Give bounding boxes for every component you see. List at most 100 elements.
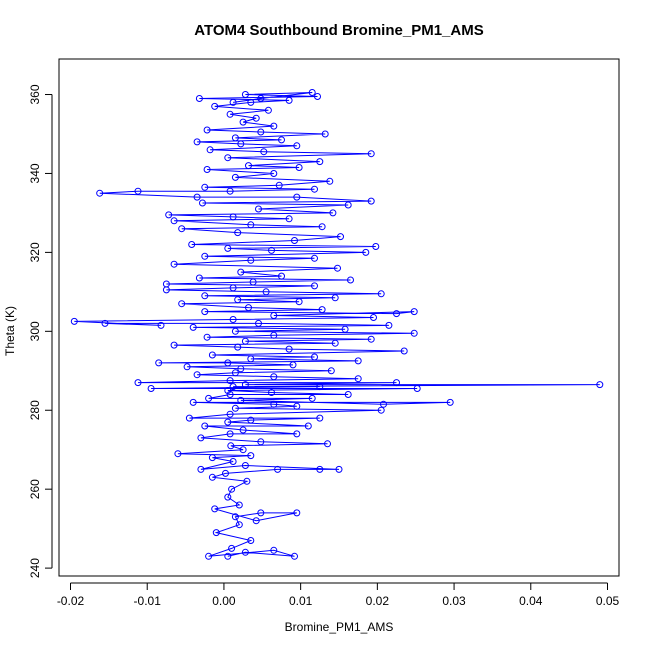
data-point: [413, 385, 421, 392]
data-point: [101, 319, 109, 327]
y-tick-label: 260: [28, 479, 42, 499]
data-point: [337, 233, 344, 241]
data-point: [326, 177, 334, 185]
data-point: [262, 288, 270, 296]
data-point: [224, 244, 232, 252]
data-point: [245, 162, 252, 170]
data-point: [311, 353, 318, 361]
data-point: [293, 509, 301, 517]
data-point: [226, 110, 234, 118]
data-point: [178, 225, 186, 233]
data-point: [308, 394, 316, 402]
data-point: [197, 465, 205, 473]
data-point: [347, 276, 354, 284]
data-point: [354, 375, 362, 383]
data-point: [241, 381, 249, 389]
data-point: [201, 252, 209, 260]
y-tick-label: 360: [28, 84, 42, 104]
data-point: [255, 319, 262, 327]
data-layer: [70, 89, 604, 560]
data-point: [278, 272, 285, 280]
data-point: [257, 95, 265, 102]
data-point: [205, 552, 213, 560]
data-point: [178, 300, 186, 308]
x-tick-label: -0.01: [134, 594, 162, 608]
data-point: [234, 343, 242, 351]
data-point: [155, 359, 163, 367]
data-point: [234, 229, 242, 237]
data-point: [174, 450, 182, 458]
data-point: [278, 136, 285, 144]
data-point: [197, 434, 205, 442]
data-point: [241, 462, 249, 469]
data-point: [400, 347, 408, 355]
data-point: [372, 243, 380, 250]
data-point: [208, 454, 216, 462]
plot-frame: [58, 58, 620, 577]
data-point: [270, 331, 278, 339]
x-tick-label: 0.02: [366, 594, 390, 608]
data-point: [70, 317, 78, 325]
data-point: [224, 552, 232, 560]
x-tick-label: 0.01: [289, 594, 313, 608]
x-tick-label: 0.03: [442, 594, 466, 608]
data-point: [285, 345, 293, 353]
data-point: [393, 310, 400, 318]
data-point: [189, 398, 197, 406]
data-point: [201, 308, 209, 316]
data-point: [226, 187, 234, 195]
data-point: [193, 138, 201, 146]
data-point: [377, 406, 385, 414]
data-point: [203, 333, 211, 341]
data-point: [257, 438, 265, 446]
data-point: [170, 260, 178, 268]
data-point: [318, 306, 326, 314]
data-point: [231, 404, 239, 412]
data-point: [224, 418, 232, 426]
data-point: [239, 426, 247, 434]
x-axis-label: Bromine_PM1_AMS: [285, 620, 394, 634]
data-point: [331, 294, 339, 302]
y-tick-label: 300: [28, 321, 42, 341]
data-point: [252, 517, 260, 525]
y-axis-label: Theta (K): [3, 306, 17, 356]
data-point: [252, 114, 260, 122]
data-point: [285, 215, 293, 223]
data-point: [195, 274, 203, 282]
data-point: [226, 410, 234, 418]
data-point: [226, 377, 234, 385]
data-point: [208, 473, 216, 481]
y-tick-label: 320: [28, 242, 42, 262]
data-point: [237, 268, 245, 276]
data-point: [270, 312, 278, 319]
data-point: [134, 379, 142, 387]
x-tick-label: 0.00: [212, 594, 236, 608]
data-point: [293, 402, 301, 410]
data-point: [243, 477, 251, 485]
data-point: [293, 193, 301, 201]
data-point: [341, 325, 349, 333]
data-point: [314, 93, 321, 100]
data-point: [311, 254, 318, 262]
data-point: [344, 201, 352, 209]
data-point: [193, 193, 201, 201]
data-point: [285, 96, 293, 104]
x-tick-label: -0.02: [57, 594, 85, 608]
data-point: [247, 452, 255, 460]
data-point: [268, 389, 275, 396]
data-point: [321, 130, 329, 138]
data-point: [201, 183, 209, 191]
data-point: [229, 98, 237, 106]
data-point: [367, 335, 375, 343]
data-point: [231, 513, 239, 521]
data-point: [237, 140, 245, 148]
data-point: [270, 170, 278, 177]
data-point: [229, 458, 237, 465]
data-point: [241, 91, 249, 98]
data-point: [201, 292, 209, 300]
data-point: [231, 173, 239, 181]
data-point: [96, 189, 104, 197]
data-point: [324, 440, 331, 448]
data-point: [241, 548, 249, 556]
x-tick-label: 0.05: [596, 594, 620, 608]
